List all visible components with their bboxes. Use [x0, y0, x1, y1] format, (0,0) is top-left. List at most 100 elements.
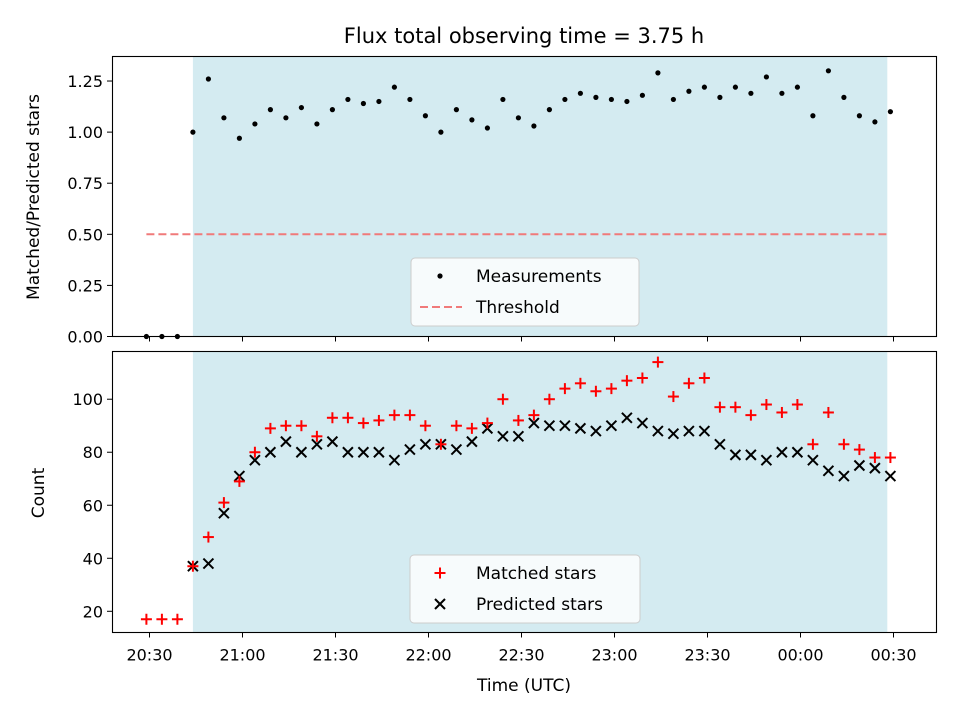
- x-tick-label: 00:00: [777, 646, 823, 665]
- x-tick-label: 22:00: [405, 646, 451, 665]
- matched-star-point: [652, 356, 664, 368]
- predicted-star-point: [404, 443, 416, 456]
- matched-star-point: [636, 372, 648, 384]
- measurement-point: [267, 107, 273, 113]
- top-plot-frame: [111, 55, 938, 338]
- matched-star-point: [497, 393, 509, 405]
- x-tick-label: 23:30: [684, 646, 730, 665]
- measurement-point: [732, 84, 739, 90]
- matched-star-point: [543, 393, 555, 405]
- measurement-point: [190, 129, 196, 135]
- matched-star-point: [745, 409, 757, 421]
- bottom-y-axis-label: Count: [29, 467, 49, 518]
- matched-star-point: [156, 613, 168, 625]
- matched-star-point: [807, 438, 819, 450]
- predicted-star-point: [559, 420, 571, 432]
- top-y-tick-label: 0.75: [67, 174, 103, 193]
- measurement-point: [329, 107, 335, 113]
- measurement-point: [221, 115, 227, 121]
- matched-star-point: [822, 406, 834, 418]
- matched-star-point: [729, 401, 741, 413]
- predicted-star-point: [357, 446, 370, 458]
- predicted-star-point: [311, 438, 323, 450]
- predicted-star-point: [884, 470, 897, 482]
- x-tick-label: 00:30: [870, 646, 916, 665]
- predicted-star-point: [605, 420, 618, 432]
- measurement-point: [810, 113, 816, 119]
- top-y-axis-label: Matched/Predicted stars: [24, 94, 44, 300]
- matched-star-point: [311, 430, 323, 442]
- measurement-point: [453, 107, 459, 113]
- legend-matched-marker: [434, 567, 446, 579]
- matched-star-point: [218, 497, 230, 509]
- measurement-point: [376, 98, 382, 105]
- predicted-star-point: [388, 454, 401, 466]
- measurement-point: [701, 84, 708, 90]
- x-tick-label: 21:30: [312, 646, 358, 665]
- matched-star-point: [373, 414, 385, 426]
- matched-star-point: [528, 409, 540, 421]
- matched-star-point: [466, 422, 478, 434]
- measurement-point: [484, 125, 490, 131]
- measurement-point: [841, 94, 847, 100]
- predicted-star-point: [342, 446, 354, 458]
- matched-star-point: [187, 560, 199, 572]
- matched-star-point: [884, 452, 896, 464]
- top-y-tick-label: 1.25: [67, 72, 103, 91]
- measurement-point: [825, 68, 832, 74]
- predicted-star-point: [807, 454, 819, 466]
- predicted-star-point: [838, 470, 850, 482]
- predicted-star-point: [683, 425, 695, 437]
- measurement-point: [856, 113, 863, 119]
- measurement-point: [717, 94, 723, 100]
- top-y-tick-label: 0.50: [67, 225, 103, 244]
- predicted-star-point: [714, 438, 726, 450]
- x-axis-label: Time (UTC): [476, 676, 571, 696]
- matched-star-point: [140, 613, 152, 625]
- matched-star-point: [714, 401, 726, 413]
- matched-star-point: [667, 391, 679, 403]
- measurement-point: [779, 90, 785, 96]
- chart-title: Flux total observing time = 3.75 h: [344, 24, 704, 48]
- matched-star-point: [590, 385, 602, 397]
- bottom-y-tick-label: 80: [83, 443, 103, 462]
- predicted-star-point: [528, 417, 540, 429]
- matched-star-point: [295, 420, 307, 432]
- matched-star-point: [605, 383, 617, 395]
- measurement-point: [438, 129, 444, 135]
- measurement-point: [298, 104, 304, 111]
- predicted-star-point: [450, 443, 463, 456]
- matched-star-point: [342, 412, 354, 424]
- predicted-star-point: [729, 449, 742, 461]
- measurement-point: [872, 119, 878, 125]
- measurement-point: [562, 96, 568, 103]
- measurement-point: [887, 109, 894, 115]
- top-legend-box: [410, 257, 640, 327]
- measurement-point: [345, 96, 351, 103]
- predicted-star-point: [791, 446, 804, 458]
- predicted-star-point: [512, 430, 525, 443]
- predicted-star-point: [636, 417, 649, 429]
- matched-star-point: [280, 420, 292, 432]
- predicted-star-point: [280, 435, 292, 448]
- predicted-star-point: [698, 425, 711, 437]
- matched-star-point: [481, 417, 493, 429]
- bottom-plot-frame: [111, 350, 938, 634]
- measurement-point: [314, 121, 320, 127]
- matched-star-point: [791, 399, 803, 411]
- matched-star-point: [450, 420, 462, 432]
- predicted-star-point: [326, 435, 339, 448]
- legend-plus-glyph: [434, 567, 446, 579]
- predicted-star-point: [543, 420, 556, 432]
- matched-star-point: [171, 613, 183, 625]
- bottom-panel: 20 40 60 80 100 20:30 21:00 21:30 22:00 22:30 23:0…: [29, 350, 938, 696]
- predicted-star-point: [760, 454, 773, 466]
- measurement-point: [252, 121, 258, 127]
- matched-star-point: [435, 438, 447, 450]
- x-tick-label: 22:30: [498, 646, 544, 665]
- matched-star-point: [838, 438, 850, 450]
- measurement-point: [670, 96, 677, 103]
- legend-predicted-marker: [434, 598, 446, 610]
- predicted-star-point: [776, 446, 788, 458]
